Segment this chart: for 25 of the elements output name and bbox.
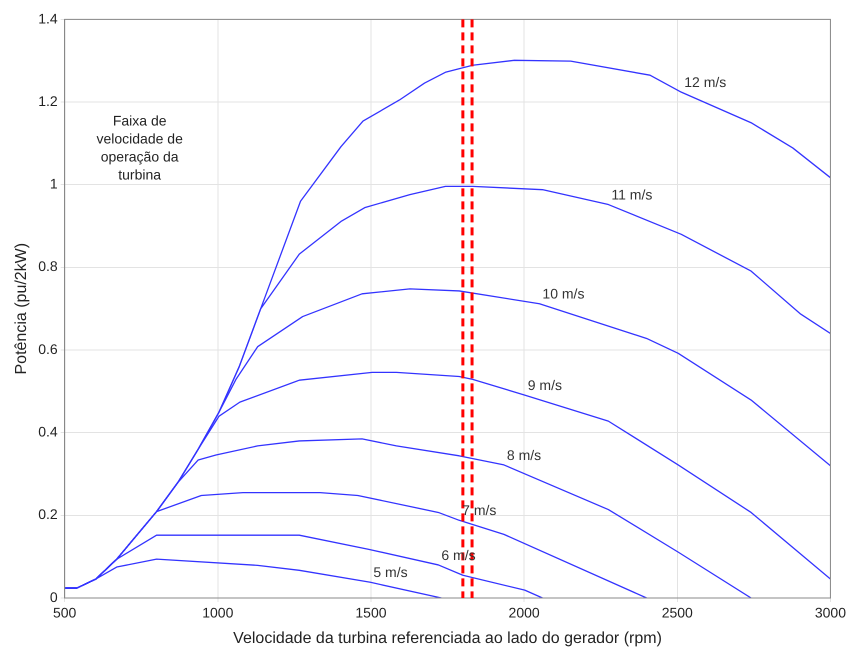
series-label: 8 m/s — [506, 446, 542, 463]
y-tick-label: 0.4 — [38, 424, 58, 440]
x-tick-label: 3000 — [814, 604, 846, 620]
y-tick-label: 0.6 — [38, 340, 58, 357]
series-label: 12 m/s — [684, 74, 726, 90]
series-label: 10 m/s — [542, 286, 584, 302]
x-axis-title: Velocidade da turbina referenciada ao lado do gerador (rpm) — [233, 630, 662, 647]
y-tick-label: 1.4 — [38, 10, 58, 26]
y-tick-label: 1 — [50, 176, 58, 192]
y-axis-title: Potência (pu/2kW) — [13, 242, 30, 375]
x-tick-label: 1500 — [355, 604, 387, 620]
x-tick-label: 1000 — [202, 604, 234, 620]
y-tick-label: 1.2 — [38, 92, 58, 109]
series-label: 5 m/s — [373, 564, 408, 580]
series-label: 11 m/s — [611, 186, 652, 202]
series-label: 9 m/s — [528, 376, 562, 393]
series-label: 7 m/s — [462, 502, 496, 518]
y-tick-label: 0.8 — [38, 258, 58, 274]
y-tick-label: 0.2 — [38, 506, 58, 522]
x-tick-label: 500 — [52, 604, 77, 620]
x-tick-label: 2500 — [662, 604, 694, 620]
series-label: 6 m/s — [441, 546, 476, 563]
y-tick-label: 0 — [50, 588, 58, 605]
annotation: Faixa de velocidade de operação da turbina — [96, 112, 184, 182]
x-tick-label: 2000 — [508, 604, 540, 620]
